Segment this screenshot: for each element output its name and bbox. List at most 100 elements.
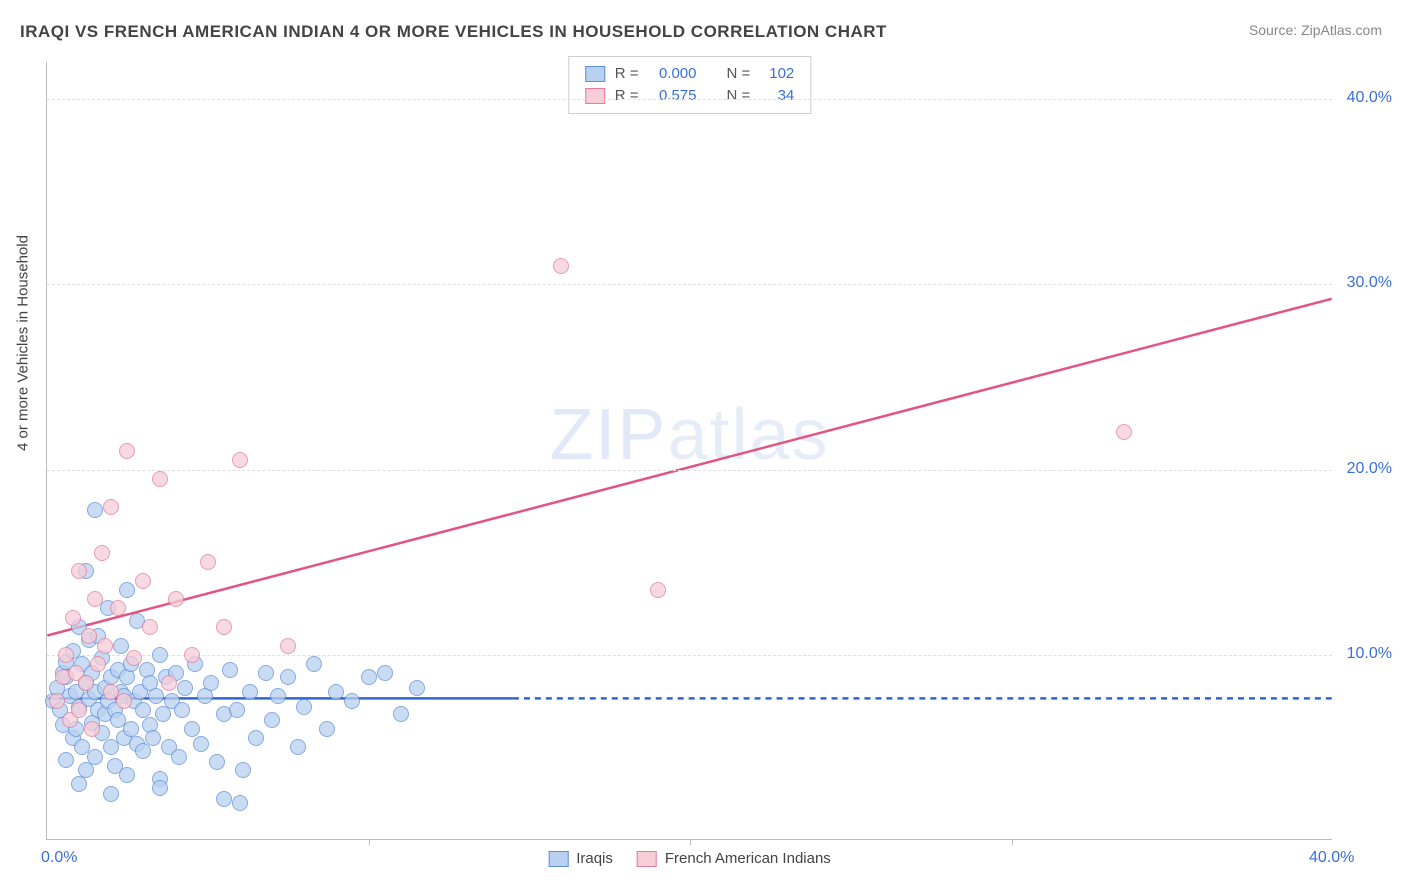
chart-title: IRAQI VS FRENCH AMERICAN INDIAN 4 OR MOR… — [20, 22, 887, 42]
scatter-point-iraqis — [123, 721, 139, 737]
scatter-point-iraqis — [103, 786, 119, 802]
stat-value-r: 0.575 — [649, 85, 697, 107]
scatter-point-iraqis — [71, 776, 87, 792]
scatter-point-french — [161, 675, 177, 691]
scatter-point-iraqis — [409, 680, 425, 696]
legend-label: Iraqis — [576, 850, 613, 867]
scatter-point-french — [94, 545, 110, 561]
scatter-point-french — [650, 582, 666, 598]
scatter-point-iraqis — [328, 684, 344, 700]
watermark-bold: ZIP — [549, 395, 667, 475]
x-tick-minor — [690, 839, 691, 845]
scatter-point-french — [216, 619, 232, 635]
scatter-point-iraqis — [319, 721, 335, 737]
scatter-point-french — [110, 600, 126, 616]
gridline — [47, 655, 1332, 656]
stat-label-n: N = — [727, 85, 751, 107]
scatter-point-french — [103, 499, 119, 515]
scatter-point-french — [232, 452, 248, 468]
scatter-point-iraqis — [290, 739, 306, 755]
y-axis-label: 4 or more Vehicles in Household — [15, 235, 32, 451]
stats-row-french: R = 0.575 N = 34 — [585, 85, 795, 107]
scatter-point-french — [1116, 424, 1132, 440]
scatter-point-iraqis — [184, 721, 200, 737]
scatter-point-iraqis — [145, 730, 161, 746]
scatter-point-iraqis — [152, 780, 168, 796]
y-tick-label: 10.0% — [1347, 645, 1392, 663]
legend-item-iraqis: Iraqis — [548, 850, 613, 867]
scatter-point-iraqis — [171, 749, 187, 765]
scatter-point-french — [184, 647, 200, 663]
scatter-point-french — [81, 628, 97, 644]
scatter-point-iraqis — [296, 699, 312, 715]
regression-lines — [47, 62, 1332, 839]
scatter-point-iraqis — [113, 638, 129, 654]
scatter-point-iraqis — [119, 582, 135, 598]
x-tick-label: 40.0% — [1309, 849, 1354, 867]
stat-value-n: 102 — [760, 63, 794, 85]
scatter-point-french — [71, 702, 87, 718]
scatter-point-iraqis — [135, 702, 151, 718]
gridline — [47, 470, 1332, 471]
scatter-point-french — [553, 258, 569, 274]
scatter-point-iraqis — [229, 702, 245, 718]
watermark: ZIPatlas — [549, 394, 829, 476]
scatter-point-iraqis — [235, 762, 251, 778]
scatter-point-iraqis — [174, 702, 190, 718]
scatter-point-french — [49, 693, 65, 709]
source-text: Source: ZipAtlas.com — [1249, 22, 1382, 38]
scatter-point-iraqis — [377, 665, 393, 681]
scatter-point-iraqis — [209, 754, 225, 770]
scatter-point-iraqis — [306, 656, 322, 672]
x-tick-label: 0.0% — [41, 849, 77, 867]
x-tick-minor — [369, 839, 370, 845]
scatter-point-french — [78, 675, 94, 691]
scatter-point-french — [58, 647, 74, 663]
legend-swatch — [585, 66, 605, 82]
legend-label: French American Indians — [665, 850, 831, 867]
scatter-point-iraqis — [193, 736, 209, 752]
scatter-point-french — [65, 610, 81, 626]
legend-swatch — [548, 851, 568, 867]
legend-item-french: French American Indians — [637, 850, 831, 867]
scatter-point-iraqis — [58, 752, 74, 768]
scatter-point-iraqis — [148, 688, 164, 704]
stats-legend-box: R = 0.000 N = 102R = 0.575 N = 34 — [568, 56, 812, 114]
scatter-point-iraqis — [203, 675, 219, 691]
scatter-point-iraqis — [393, 706, 409, 722]
stat-value-r: 0.000 — [649, 63, 697, 85]
x-tick-minor — [1012, 839, 1013, 845]
scatter-point-french — [90, 656, 106, 672]
scatter-point-iraqis — [242, 684, 258, 700]
scatter-point-iraqis — [135, 743, 151, 759]
scatter-point-iraqis — [119, 767, 135, 783]
watermark-thin: atlas — [667, 395, 829, 475]
stat-value-n: 34 — [760, 85, 794, 107]
y-tick-label: 30.0% — [1347, 274, 1392, 292]
scatter-point-iraqis — [87, 749, 103, 765]
stat-label-r: R = — [615, 85, 639, 107]
stat-label-r: R = — [615, 63, 639, 85]
scatter-point-iraqis — [232, 795, 248, 811]
bottom-legend: Iraqis French American Indians — [548, 850, 831, 867]
scatter-point-french — [135, 573, 151, 589]
chart-area: 4 or more Vehicles in Household ZIPatlas… — [46, 62, 1332, 840]
scatter-point-iraqis — [152, 647, 168, 663]
scatter-point-iraqis — [87, 502, 103, 518]
y-tick-label: 20.0% — [1347, 460, 1392, 478]
scatter-point-iraqis — [216, 791, 232, 807]
scatter-point-french — [142, 619, 158, 635]
scatter-point-iraqis — [258, 665, 274, 681]
scatter-point-iraqis — [270, 688, 286, 704]
scatter-point-iraqis — [280, 669, 296, 685]
scatter-point-french — [97, 638, 113, 654]
scatter-point-iraqis — [222, 662, 238, 678]
gridline — [47, 99, 1332, 100]
scatter-point-iraqis — [248, 730, 264, 746]
y-tick-label: 40.0% — [1347, 89, 1392, 107]
scatter-point-french — [152, 471, 168, 487]
scatter-point-french — [168, 591, 184, 607]
scatter-point-french — [280, 638, 296, 654]
scatter-point-iraqis — [361, 669, 377, 685]
gridline — [47, 284, 1332, 285]
